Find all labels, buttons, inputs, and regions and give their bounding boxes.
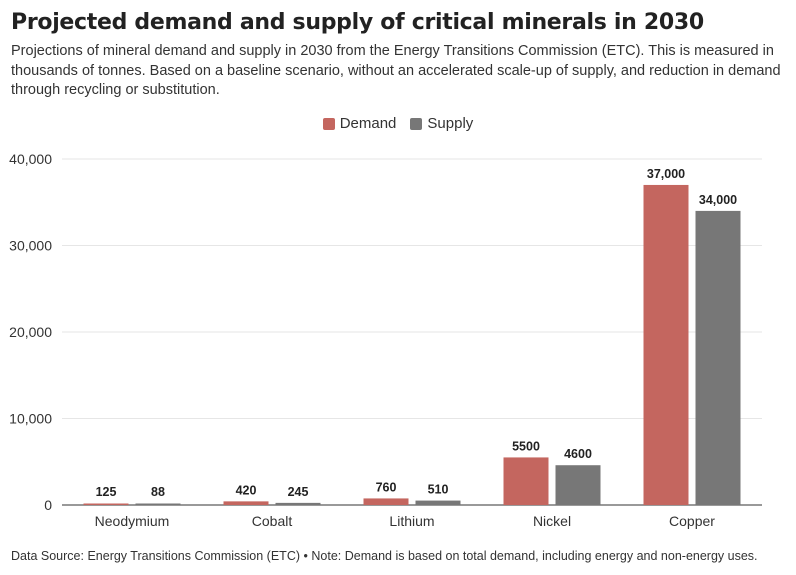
x-tick-label: Lithium (389, 513, 434, 529)
legend-item-demand[interactable]: Demand (322, 115, 397, 132)
bar-demand-cobalt (223, 501, 269, 505)
data-label: 37,000 (647, 167, 685, 181)
data-label: 760 (376, 480, 397, 494)
x-tick-label: Cobalt (252, 513, 293, 529)
bar-demand-nickel (503, 457, 549, 505)
data-label: 245 (288, 485, 309, 499)
footer-source-label: Data Source: (11, 549, 84, 563)
data-label: 5500 (512, 439, 540, 453)
y-tick-label: 10,000 (9, 411, 52, 427)
bar-supply-cobalt (275, 502, 321, 505)
bar-supply-copper (695, 210, 741, 505)
legend: Demand Supply (0, 115, 796, 132)
data-label: 4600 (564, 447, 592, 461)
footer: Data Source: Energy Transitions Commissi… (11, 549, 758, 563)
bar-supply-neodymium (135, 503, 181, 505)
bar-chart: 0 10,000 20,000 30,000 40,000 Neodymium 125 88 C… (9, 151, 762, 529)
data-label: 125 (96, 485, 117, 499)
chart-title: Projected demand and supply of critical … (11, 10, 704, 35)
legend-label-supply: Supply (427, 115, 474, 132)
x-tick-label: Neodymium (95, 513, 170, 529)
legend-swatch-supply (410, 117, 423, 130)
y-tick-label: 20,000 (9, 324, 52, 340)
bar-demand-lithium (363, 498, 409, 505)
data-label: 420 (236, 483, 257, 497)
x-tick-label: Nickel (533, 513, 571, 529)
y-tick-label: 0 (44, 497, 52, 513)
data-label: 510 (428, 483, 449, 497)
footer-note-label: Note: (311, 549, 342, 563)
y-tick-label: 30,000 (9, 238, 52, 254)
bar-demand-neodymium (83, 503, 129, 505)
footer-separator: • (303, 549, 308, 563)
bar-supply-nickel (555, 465, 601, 505)
y-tick-label: 40,000 (9, 151, 52, 167)
data-label: 88 (151, 485, 165, 499)
bar-demand-copper (643, 184, 689, 505)
x-tick-label: Copper (669, 513, 715, 529)
chart-subtitle: Projections of mineral demand and supply… (11, 43, 781, 98)
footer-note: Demand is based on total demand, includi… (344, 549, 758, 563)
legend-label-demand: Demand (339, 115, 397, 132)
bar-supply-lithium (415, 500, 461, 505)
legend-item-supply[interactable]: Supply (410, 115, 473, 132)
footer-source: Energy Transitions Commission (ETC) (87, 549, 301, 563)
data-label: 34,000 (699, 193, 737, 207)
legend-swatch-demand (322, 117, 335, 130)
